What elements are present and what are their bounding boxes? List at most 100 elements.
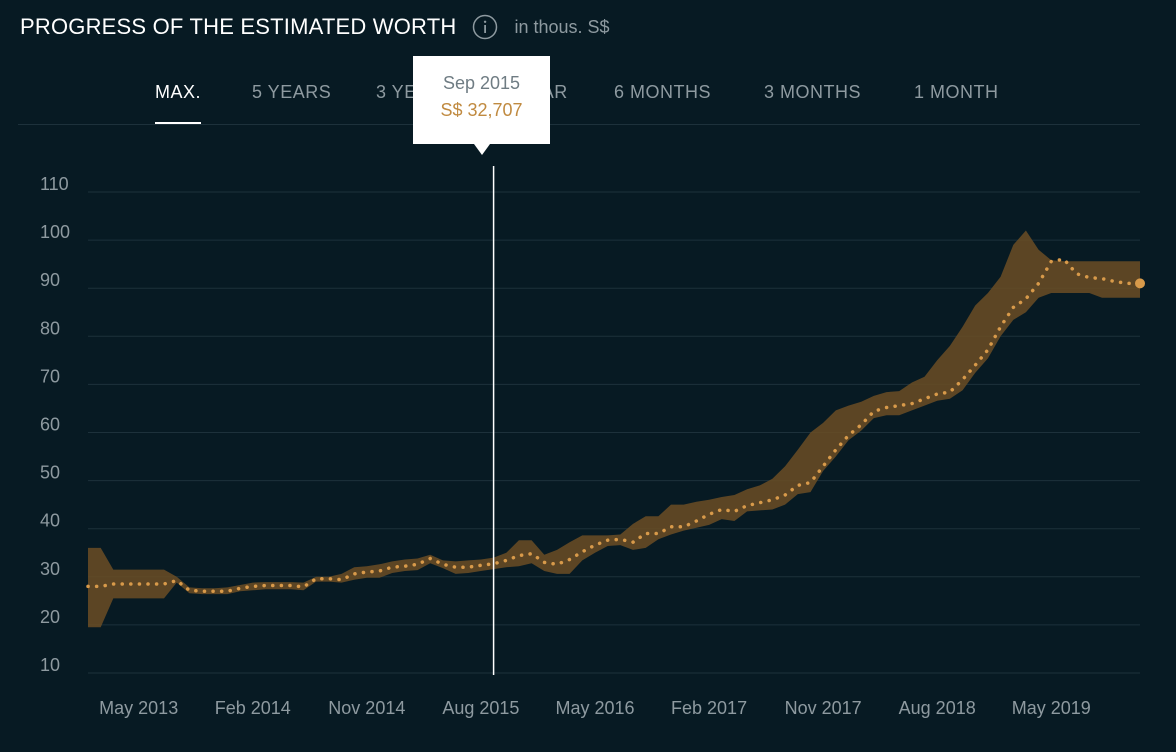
data-point (618, 537, 622, 541)
tab-label: 3 MONTHS (764, 82, 862, 102)
end-point-marker (1135, 278, 1145, 289)
tab-6-months[interactable]: 6 MONTHS (614, 82, 711, 103)
x-tick-label: May 2013 (99, 698, 178, 718)
x-tick-label: Nov 2014 (328, 698, 405, 718)
data-point (745, 504, 749, 508)
confidence-band (88, 230, 1140, 628)
data-point (758, 501, 762, 505)
data-point (973, 363, 977, 367)
data-point (986, 348, 990, 352)
data-point (682, 525, 686, 529)
y-tick-label: 70 (40, 366, 60, 386)
data-point (187, 588, 191, 592)
data-point (111, 582, 115, 586)
data-point (416, 562, 420, 566)
data-point (821, 464, 825, 468)
tab-1-month[interactable]: 1 MONTH (914, 82, 999, 103)
y-tick-label: 20 (40, 607, 60, 627)
data-point (783, 493, 787, 497)
x-tick-label: Nov 2017 (785, 698, 862, 718)
active-tab-underline (155, 122, 202, 124)
data-point (162, 582, 166, 586)
data-point (1100, 277, 1104, 281)
data-point (568, 557, 572, 561)
data-point (352, 572, 356, 576)
data-point (872, 409, 876, 413)
data-point (644, 532, 648, 536)
data-point (1062, 257, 1066, 261)
data-point (441, 562, 445, 566)
data-point (517, 554, 521, 558)
data-point (1125, 281, 1129, 285)
data-point (999, 325, 1003, 329)
data-point (897, 404, 901, 408)
data-point (961, 378, 965, 382)
data-point (606, 538, 610, 542)
tooltip-date: Sep 2015 (442, 73, 521, 93)
data-point (479, 563, 483, 567)
data-point (859, 423, 863, 427)
y-tick-label: 60 (40, 415, 60, 435)
data-point (1113, 279, 1117, 283)
data-point (403, 564, 407, 568)
data-point (542, 560, 546, 564)
unit-label: in thous. S$ (514, 16, 610, 37)
data-point (428, 557, 432, 561)
data-point (213, 589, 217, 593)
data-point (1037, 281, 1041, 285)
data-point (390, 565, 394, 569)
y-tick-label: 40 (40, 511, 60, 531)
data-point (593, 543, 597, 547)
data-point (834, 448, 838, 452)
data-point (175, 579, 179, 583)
data-point (365, 570, 369, 574)
value-line (86, 257, 1142, 593)
data-point (466, 565, 470, 569)
tabs-divider (18, 124, 1140, 125)
tab-label: 6 MONTHS (614, 82, 712, 102)
x-tick-label: Aug 2015 (442, 698, 519, 718)
data-point (555, 562, 559, 566)
x-tick-label: Feb 2017 (671, 698, 747, 718)
data-point (935, 392, 939, 396)
data-point (225, 589, 229, 593)
data-point (1075, 272, 1079, 276)
data-point (339, 578, 343, 582)
data-point (276, 583, 280, 587)
data-point (124, 582, 128, 586)
data-point (238, 586, 242, 590)
y-tick-label: 110 (40, 174, 69, 194)
tab-max[interactable]: MAX. (155, 82, 202, 124)
data-point (720, 507, 724, 511)
tab-3-months[interactable]: 3 MONTHS (764, 82, 861, 103)
data-point (314, 577, 318, 581)
data-point (732, 509, 736, 513)
y-tick-label: 100 (40, 222, 70, 242)
data-point (694, 519, 698, 523)
data-point (99, 584, 103, 588)
data-point (454, 565, 458, 569)
data-point (86, 584, 90, 588)
data-point (289, 583, 293, 587)
data-point (656, 532, 660, 536)
data-point (846, 433, 850, 437)
data-point (149, 582, 153, 586)
y-tick-label: 80 (40, 318, 60, 338)
tooltip-value: S$ 32,707 (440, 100, 523, 120)
data-point (504, 558, 508, 562)
data-point (669, 525, 673, 529)
tab-5-years[interactable]: 5 YEARS (252, 82, 331, 103)
tab-label: 5 YEARS (252, 82, 332, 102)
x-tick-label: May 2019 (1012, 698, 1091, 718)
data-point (923, 397, 927, 401)
chart-header: PROGRESS OF THE ESTIMATED WORTH in thous… (20, 12, 610, 42)
y-tick-label: 30 (40, 559, 60, 579)
data-point (530, 552, 534, 556)
x-tick-label: Feb 2014 (215, 698, 291, 718)
info-icon[interactable] (472, 14, 498, 40)
x-tick-label: May 2016 (555, 698, 634, 718)
chart-title: PROGRESS OF THE ESTIMATED WORTH (20, 14, 457, 39)
data-point (251, 584, 255, 588)
data-point (1049, 259, 1053, 263)
